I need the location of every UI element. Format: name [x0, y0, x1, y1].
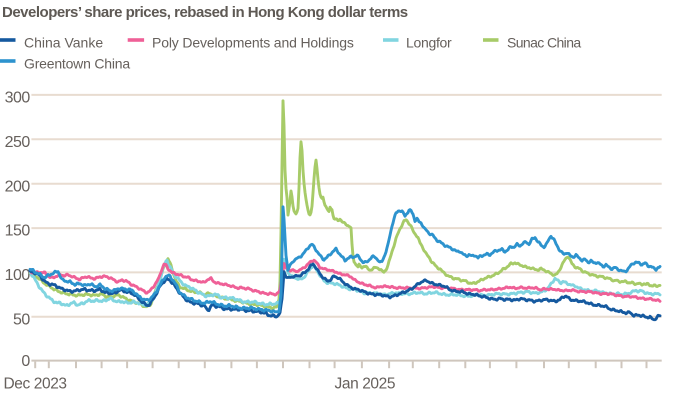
svg-text:Sunac China: Sunac China: [507, 35, 581, 51]
svg-text:100: 100: [5, 267, 31, 284]
svg-text:China Vanke: China Vanke: [24, 35, 103, 51]
svg-text:Developers’ share prices, reba: Developers’ share prices, rebased in Hon…: [2, 4, 408, 21]
svg-text:300: 300: [5, 90, 31, 107]
svg-text:Dec 2023: Dec 2023: [4, 375, 67, 392]
svg-text:Jan 2025: Jan 2025: [335, 375, 396, 392]
svg-text:150: 150: [5, 223, 31, 240]
svg-text:Greentown China: Greentown China: [24, 56, 130, 72]
svg-text:Longfor: Longfor: [406, 35, 452, 51]
svg-text:Poly Developments and Holdings: Poly Developments and Holdings: [152, 35, 354, 51]
svg-text:0: 0: [21, 353, 30, 370]
svg-text:50: 50: [13, 311, 30, 328]
svg-text:250: 250: [5, 134, 31, 151]
svg-text:200: 200: [5, 178, 31, 195]
